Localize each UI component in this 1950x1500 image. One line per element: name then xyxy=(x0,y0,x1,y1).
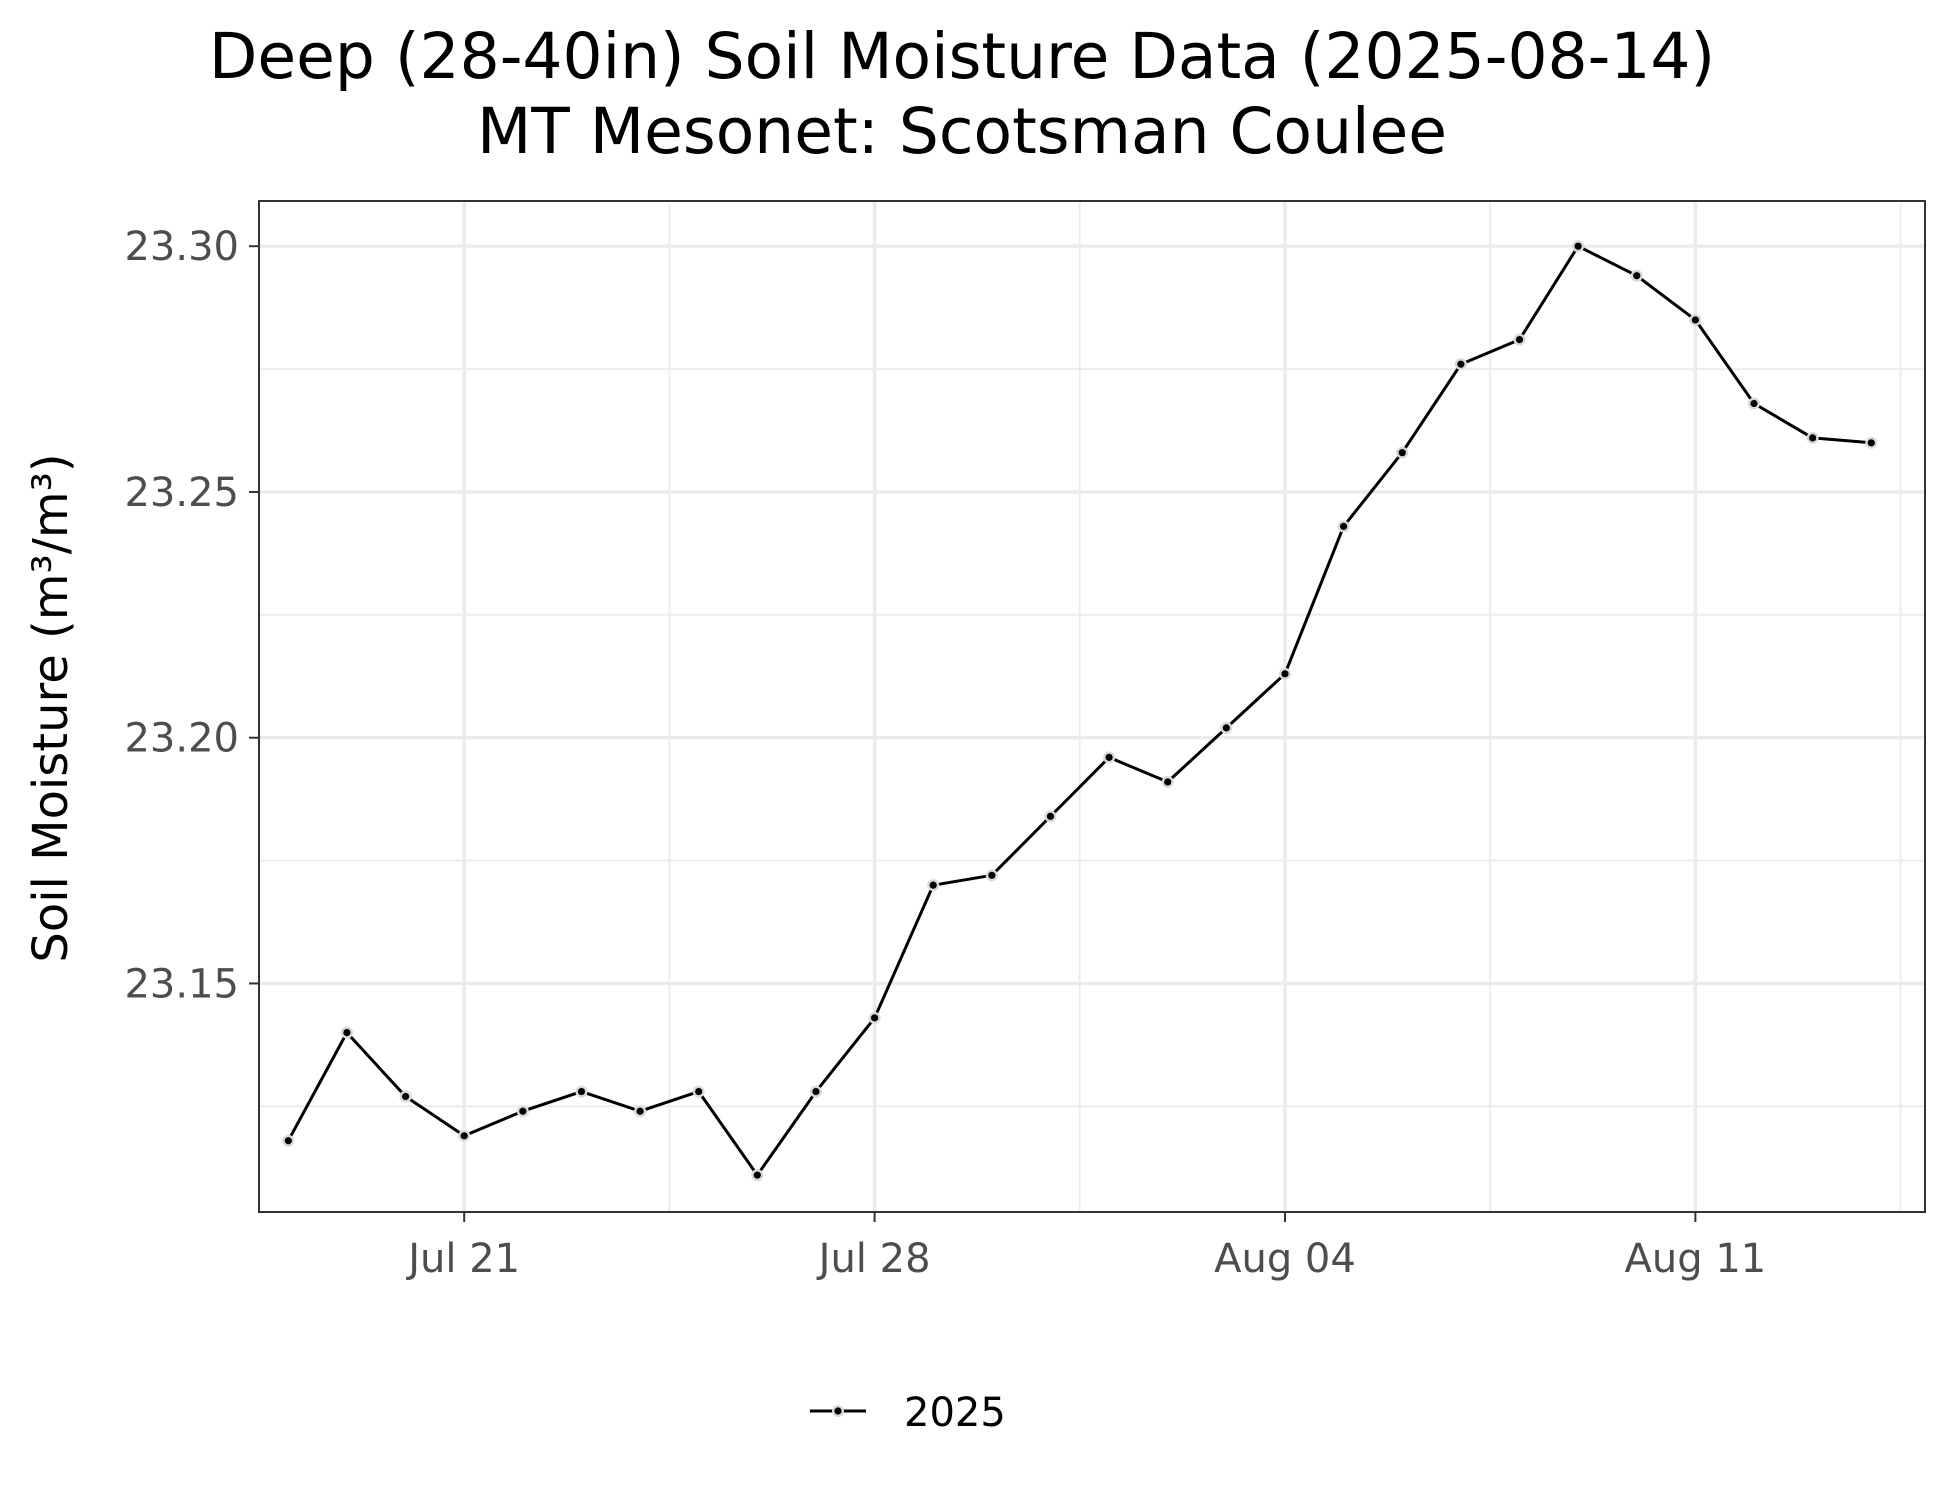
y-axis: 23.15 23.20 23.25 23.30 xyxy=(124,224,259,1007)
data-point xyxy=(1457,360,1465,368)
data-point xyxy=(460,1132,468,1140)
data-point xyxy=(1340,522,1348,530)
data-point xyxy=(988,871,996,879)
y-tick-label: 23.15 xyxy=(124,961,239,1007)
data-point xyxy=(343,1029,351,1037)
data-point xyxy=(1515,336,1524,344)
data-point xyxy=(812,1087,820,1096)
data-point xyxy=(1046,812,1055,820)
legend-label: 2025 xyxy=(904,1390,1006,1436)
chart-subtitle: MT Mesonet: Scotsman Coulee xyxy=(477,95,1447,168)
data-point xyxy=(1105,753,1113,761)
x-axis: Jul 21 Jul 28 Aug 04 Aug 11 xyxy=(405,1212,1766,1282)
x-tick-label: Aug 04 xyxy=(1214,1236,1356,1282)
y-tick-label: 23.30 xyxy=(124,224,239,270)
x-tick-label: Jul 21 xyxy=(405,1236,520,1282)
series-layer xyxy=(282,240,1878,1182)
y-tick-label: 23.20 xyxy=(124,716,239,762)
minor-gridlines xyxy=(259,201,1925,1212)
data-point xyxy=(1281,670,1289,678)
major-gridlines xyxy=(259,201,1925,1212)
data-point xyxy=(1691,316,1699,324)
legend-key-point xyxy=(834,1407,842,1415)
data-point xyxy=(870,1014,879,1022)
data-point xyxy=(519,1107,527,1115)
data-point xyxy=(753,1171,761,1179)
data-point xyxy=(401,1092,410,1101)
chart-title: Deep (28-40in) Soil Moisture Data (2025-… xyxy=(209,20,1715,93)
x-tick-label: Aug 11 xyxy=(1625,1236,1767,1282)
data-point xyxy=(1809,434,1817,442)
data-point xyxy=(1398,449,1406,457)
y-tick-label: 23.25 xyxy=(124,470,239,516)
data-point xyxy=(1222,724,1230,732)
data-point xyxy=(636,1107,644,1115)
data-point xyxy=(1750,399,1758,408)
y-axis-title: Soil Moisture (m³/m³) xyxy=(23,453,79,962)
data-point xyxy=(1867,439,1875,447)
series-line xyxy=(286,244,1872,1177)
plot-panel-border xyxy=(258,200,1926,1213)
data-point xyxy=(284,1137,292,1145)
data-point xyxy=(1633,272,1641,280)
x-tick-label: Jul 28 xyxy=(816,1236,931,1282)
legend: 2025 xyxy=(810,1390,1006,1436)
data-point xyxy=(695,1087,703,1096)
data-point xyxy=(1164,778,1172,786)
data-point xyxy=(1574,242,1582,250)
data-point xyxy=(577,1087,586,1096)
data-point xyxy=(929,881,937,889)
